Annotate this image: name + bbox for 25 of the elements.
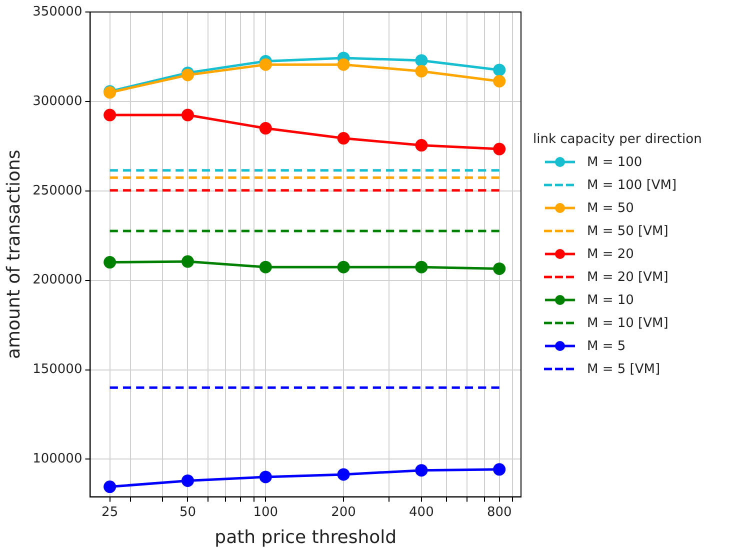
- legend-label: M = 10 [VM]: [587, 314, 668, 333]
- legend-label: M = 20: [587, 246, 634, 264]
- legend-label: M = 5: [587, 338, 626, 356]
- legend-label: M = 100: [587, 154, 642, 172]
- legend-label: M = 10: [587, 292, 634, 310]
- x-axis-title: path price threshold: [214, 526, 397, 548]
- legend-label: M = 100 [VM]: [587, 176, 677, 195]
- y-tick-label: 300000: [32, 94, 82, 109]
- legend-label: M = 5 [VM]: [587, 360, 660, 379]
- x-tick-label: 25: [102, 504, 118, 520]
- x-tick-label: 100: [253, 504, 278, 520]
- y-tick-label: 250000: [32, 183, 82, 198]
- y-tick-label: 200000: [32, 272, 82, 288]
- legend-label: M = 20 [VM]: [587, 268, 668, 287]
- x-tick-label: 50: [179, 504, 196, 520]
- y-tick-label: 350000: [32, 4, 82, 20]
- legend-label: M = 50: [587, 200, 634, 218]
- x-tick-label: 800: [486, 504, 512, 520]
- y-tick-label: 100000: [32, 452, 82, 467]
- x-tick-label: 200: [331, 504, 356, 520]
- y-axis-title: amount of transactions: [3, 150, 24, 360]
- x-tick-label: 400: [409, 504, 434, 520]
- legend-label: M = 50 [VM]: [587, 222, 668, 241]
- legend-title: link capacity per direction: [533, 130, 702, 149]
- y-tick-label: 150000: [32, 362, 82, 378]
